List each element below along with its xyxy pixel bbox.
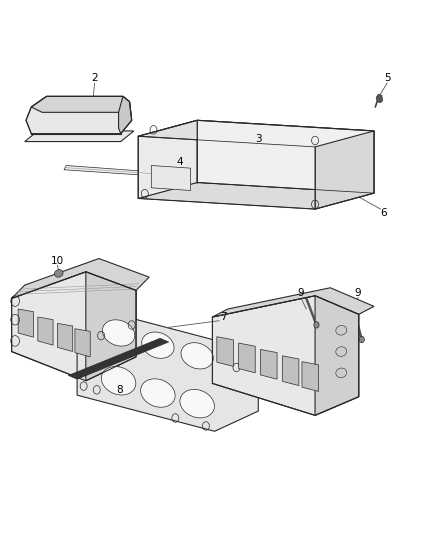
Ellipse shape <box>180 390 215 418</box>
Polygon shape <box>12 272 136 381</box>
Ellipse shape <box>101 367 136 395</box>
Polygon shape <box>315 131 374 209</box>
Text: 3: 3 <box>255 134 261 144</box>
Polygon shape <box>18 309 33 337</box>
Polygon shape <box>261 350 277 379</box>
Polygon shape <box>77 316 258 431</box>
Polygon shape <box>212 288 374 317</box>
Ellipse shape <box>102 320 135 346</box>
Polygon shape <box>302 362 318 391</box>
Text: 2: 2 <box>91 73 98 83</box>
Polygon shape <box>138 120 374 147</box>
Polygon shape <box>212 296 359 415</box>
Ellipse shape <box>336 347 347 357</box>
Polygon shape <box>283 356 299 385</box>
Polygon shape <box>26 96 132 134</box>
Text: 9: 9 <box>354 287 361 297</box>
Text: 6: 6 <box>380 208 387 218</box>
Ellipse shape <box>181 343 213 369</box>
Polygon shape <box>25 131 134 142</box>
Polygon shape <box>38 317 53 345</box>
Polygon shape <box>86 272 136 381</box>
Polygon shape <box>376 94 383 103</box>
Text: 5: 5 <box>385 74 391 83</box>
Polygon shape <box>239 343 255 373</box>
Polygon shape <box>197 120 374 193</box>
Circle shape <box>359 336 364 343</box>
Polygon shape <box>315 296 359 415</box>
Ellipse shape <box>54 270 63 277</box>
Polygon shape <box>57 324 73 352</box>
Text: 7: 7 <box>220 312 227 322</box>
Polygon shape <box>217 337 233 367</box>
Polygon shape <box>151 165 191 190</box>
Polygon shape <box>138 182 374 209</box>
Polygon shape <box>31 96 132 120</box>
Ellipse shape <box>141 379 175 407</box>
Text: 10: 10 <box>51 256 64 265</box>
Polygon shape <box>75 329 90 357</box>
Polygon shape <box>68 338 169 379</box>
Polygon shape <box>119 96 132 134</box>
Ellipse shape <box>336 368 347 377</box>
Ellipse shape <box>336 326 347 335</box>
Text: 9: 9 <box>297 287 304 297</box>
Polygon shape <box>138 120 197 198</box>
Polygon shape <box>64 165 175 177</box>
Circle shape <box>314 322 319 328</box>
Text: 4: 4 <box>177 157 183 167</box>
Polygon shape <box>12 259 149 298</box>
Ellipse shape <box>142 332 174 358</box>
Text: 8: 8 <box>117 385 123 395</box>
